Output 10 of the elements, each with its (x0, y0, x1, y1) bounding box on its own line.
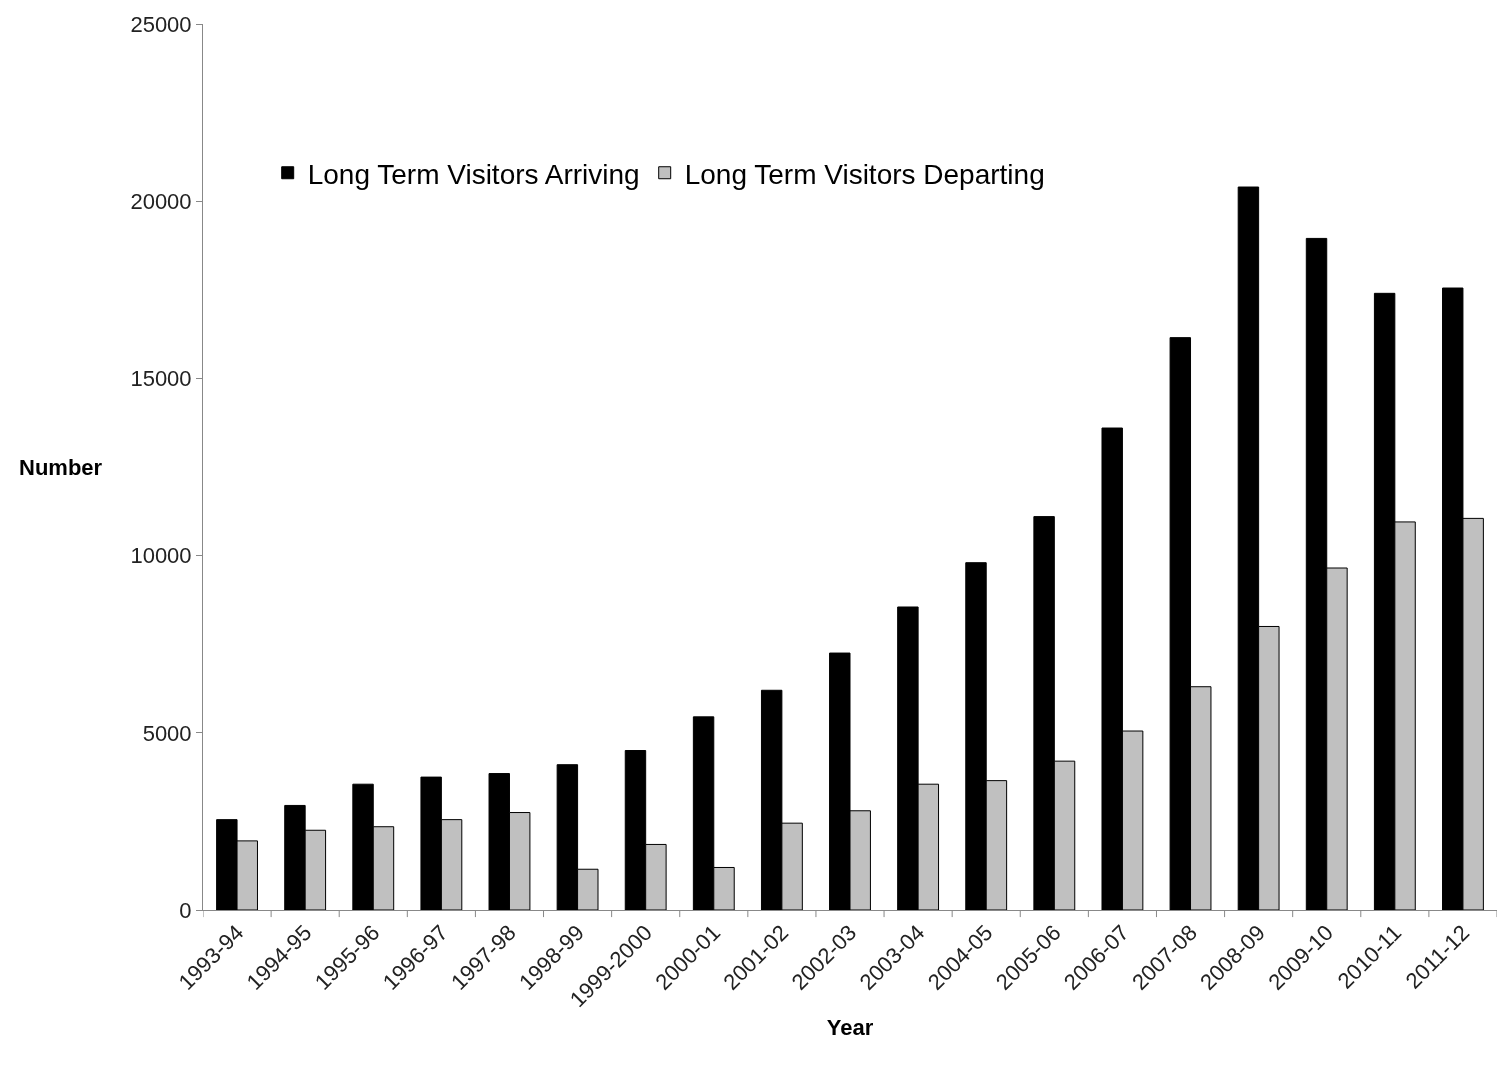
y-tick-label: 15000 (130, 366, 192, 392)
x-axis-title: Year (826, 1015, 874, 1041)
y-tick-label: 0 (179, 897, 192, 923)
y-tick-label: 10000 (130, 543, 192, 569)
y-tick-label: 5000 (142, 720, 192, 746)
legend-label: Long Term Visitors Arriving (307, 158, 640, 190)
y-tick-label: 25000 (130, 11, 192, 37)
legend-label: Long Term Visitors Departing (684, 158, 1045, 190)
y-tick-label: 20000 (130, 188, 192, 214)
y-axis-title: Number (19, 455, 103, 480)
